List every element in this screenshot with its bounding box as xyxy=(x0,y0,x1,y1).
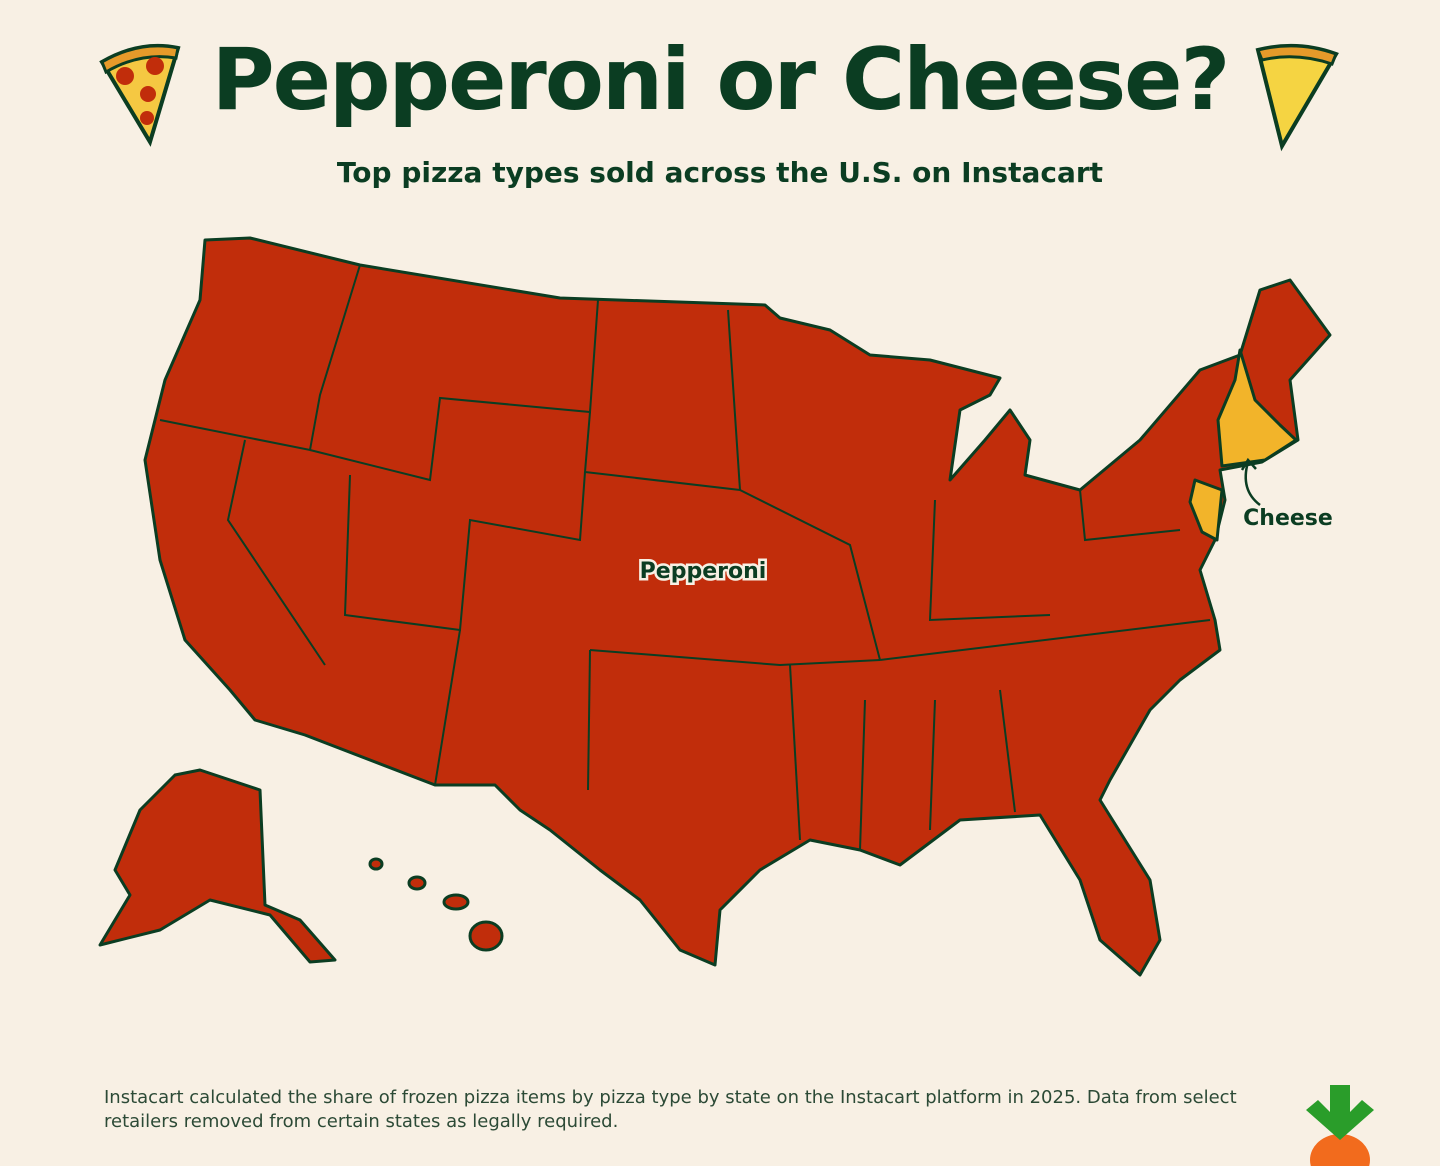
subtitle: Top pizza types sold across the U.S. on … xyxy=(336,156,1104,189)
cheese-label: Cheese xyxy=(1243,506,1333,531)
logo xyxy=(1306,1085,1374,1166)
hawaii xyxy=(442,893,470,911)
arrow xyxy=(1244,461,1261,506)
pepperoni-label: Pepperoni xyxy=(640,559,767,584)
alaska xyxy=(98,768,337,964)
hawaii xyxy=(468,920,504,952)
pepperoni-icon xyxy=(99,43,181,147)
hawaii xyxy=(407,875,427,891)
contiguous-us xyxy=(143,236,1332,977)
footnote: Instacart calculated the share of frozen… xyxy=(104,1087,1237,1132)
northeast-states xyxy=(1216,348,1298,468)
state-borders xyxy=(159,264,1211,851)
new-jersey xyxy=(1188,478,1224,542)
cheese-icon xyxy=(1255,43,1339,152)
arrow-head xyxy=(1240,457,1257,471)
title: Pepperoni or Cheese? xyxy=(211,30,1231,130)
hawaii xyxy=(368,857,384,871)
